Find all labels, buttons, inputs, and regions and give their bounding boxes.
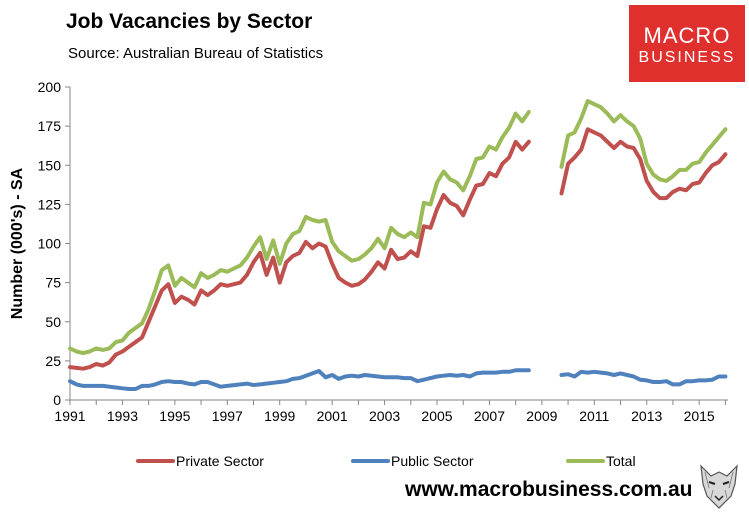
x-tick-label: 2015 <box>684 408 715 424</box>
x-tick-label: 2005 <box>421 408 452 424</box>
x-tick-label: 2013 <box>631 408 662 424</box>
x-tick-label: 1995 <box>159 408 190 424</box>
total-legend-label: Total <box>606 453 636 469</box>
public-sector-line <box>559 369 728 387</box>
public-sector-legend-label: Public Sector <box>391 453 474 469</box>
chart-legend: Private Sector Public Sector Total <box>136 453 636 469</box>
macrobusiness-logo: MACRO BUSINESS <box>629 5 745 82</box>
private-sector-line <box>68 139 531 371</box>
x-tick-label: 2009 <box>526 408 557 424</box>
total-line <box>559 99 728 183</box>
x-tick-label: 1999 <box>264 408 295 424</box>
chart-title: Job Vacancies by Sector <box>66 10 313 33</box>
chart-lines <box>68 99 728 391</box>
x-tick-label: 2001 <box>317 408 348 424</box>
private-sector-legend-label: Private Sector <box>176 453 264 469</box>
y-axis-label: Number (000's) - SA <box>9 167 26 319</box>
y-tick-label: 100 <box>38 236 62 252</box>
y-tick-label: 50 <box>45 314 61 330</box>
y-tick-label: 75 <box>45 275 61 291</box>
y-tick-label: 175 <box>38 118 62 134</box>
y-tick-label: 0 <box>53 392 61 408</box>
total-line <box>68 110 531 356</box>
logo-line-2: BUSINESS <box>638 49 736 66</box>
logo-line-1: MACRO <box>643 23 731 48</box>
private-sector-line <box>559 127 728 201</box>
y-tick-label: 150 <box>38 157 62 173</box>
public-sector-line <box>68 368 531 391</box>
x-tick-label: 2007 <box>474 408 505 424</box>
x-tick-label: 1991 <box>54 408 85 424</box>
y-tick-label: 200 <box>38 79 62 95</box>
x-tick-label: 2003 <box>369 408 400 424</box>
chart-source: Source: Australian Bureau of Statistics <box>68 45 324 62</box>
wolf-mascot-icon <box>700 464 738 509</box>
chart-axes: 0 25 50 75 100 125 150 175 200 1991 1993 1995 1997 19… <box>9 79 728 424</box>
x-tick-label: 2011 <box>579 408 609 424</box>
y-tick-label: 125 <box>38 196 62 212</box>
x-tick-label: 1997 <box>212 408 243 424</box>
site-url[interactable]: www.macrobusiness.com.au <box>405 478 693 501</box>
y-tick-label: 25 <box>45 353 61 369</box>
x-tick-label: 1993 <box>107 408 138 424</box>
